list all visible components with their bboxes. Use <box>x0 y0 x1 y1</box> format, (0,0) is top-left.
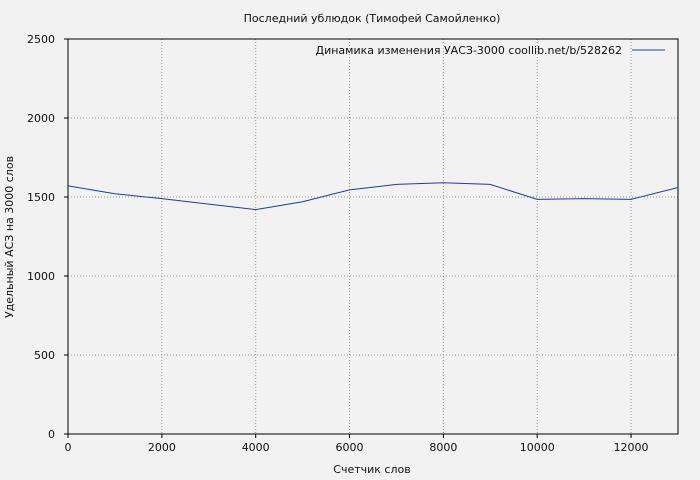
x-axis: 0 2000 4000 6000 8000 10000 12000 <box>65 434 649 454</box>
x-tick-label: 4000 <box>242 441 270 454</box>
y-tick-label: 500 <box>34 349 55 362</box>
legend-label: Динамика изменения УАСЗ-3000 coollib.net… <box>316 44 623 57</box>
y-tick-label: 2000 <box>27 112 55 125</box>
x-tick-label: 8000 <box>429 441 457 454</box>
x-tick-label: 2000 <box>148 441 176 454</box>
x-tick-label: 12000 <box>614 441 649 454</box>
x-axis-label: Счетчик слов <box>333 463 410 476</box>
y-axis: 0 500 1000 1500 2000 2500 <box>27 33 68 441</box>
y-tick-label: 1500 <box>27 191 55 204</box>
plot-frame <box>67 38 679 435</box>
y-tick-label: 0 <box>48 428 55 441</box>
legend: Динамика изменения УАСЗ-3000 coollib.net… <box>316 44 665 57</box>
y-axis-label: Удельный АСЗ на 3000 слов <box>3 156 16 318</box>
x-tick-label: 10000 <box>520 441 555 454</box>
y-tick-label: 2500 <box>27 33 55 46</box>
series-line-0 <box>67 182 679 211</box>
x-tick-label: 0 <box>65 441 72 454</box>
x-tick-label: 6000 <box>336 441 364 454</box>
chart-title: Последний ублюдок (Тимофей Самойленко) <box>244 12 501 25</box>
series-group <box>67 182 679 211</box>
y-tick-label: 1000 <box>27 270 55 283</box>
